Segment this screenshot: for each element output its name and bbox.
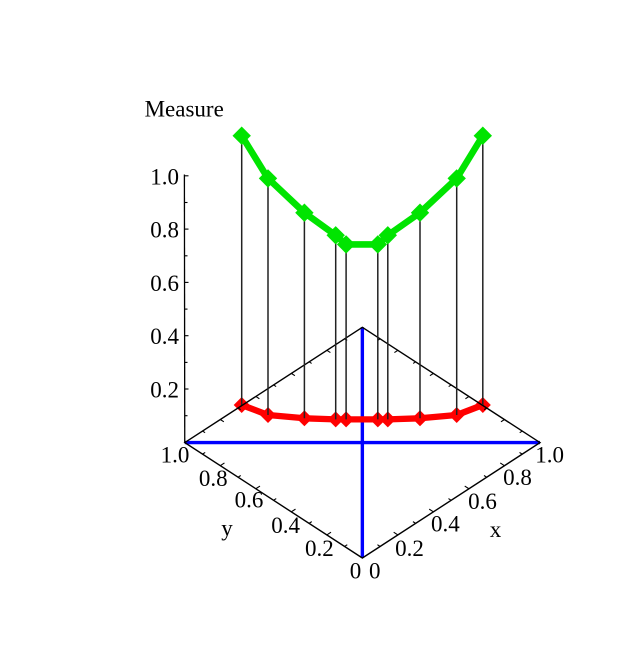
svg-text:0.8: 0.8 — [199, 466, 228, 491]
svg-text:0.2: 0.2 — [305, 536, 334, 561]
svg-text:0.2: 0.2 — [395, 536, 424, 561]
svg-text:0.2: 0.2 — [150, 378, 179, 403]
svg-text:1.0: 1.0 — [150, 164, 179, 189]
svg-text:Measure: Measure — [145, 97, 224, 122]
svg-text:0.4: 0.4 — [150, 324, 179, 349]
svg-text:0.8: 0.8 — [150, 218, 179, 243]
svg-text:0: 0 — [350, 558, 362, 583]
svg-text:0: 0 — [369, 558, 381, 583]
svg-text:0.6: 0.6 — [468, 489, 497, 514]
svg-text:0.4: 0.4 — [271, 513, 300, 538]
svg-text:y: y — [221, 516, 233, 541]
svg-text:0.6: 0.6 — [150, 271, 179, 296]
svg-text:1.0: 1.0 — [535, 442, 564, 467]
svg-text:1.0: 1.0 — [161, 442, 190, 467]
svg-text:0.6: 0.6 — [235, 488, 264, 513]
svg-text:0.8: 0.8 — [503, 465, 532, 490]
svg-text:0.4: 0.4 — [431, 511, 460, 536]
svg-text:x: x — [490, 517, 502, 542]
